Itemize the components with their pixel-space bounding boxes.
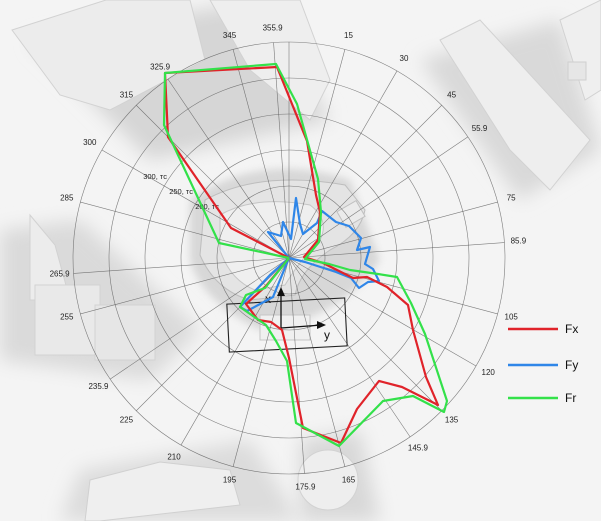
y-axis-arrow [280,324,323,329]
angle-label: 315 [120,91,134,100]
legend-label-fx: Fx [565,322,578,336]
legend-label-fr: Fr [565,391,576,405]
y-axis-label: y [324,328,330,342]
angle-label: 15 [344,31,353,40]
grid-spoke [101,149,290,259]
x-axis-arrowhead [277,287,285,296]
angle-label: 45 [447,91,456,100]
angle-label: 105 [505,313,519,322]
angle-label: 285 [60,194,74,203]
grid-spoke [288,257,346,467]
legend-label-fy: Fy [565,358,578,372]
angle-label: 135 [445,416,459,425]
grid-spoke [288,201,498,259]
angle-label: 30 [400,54,409,63]
structure-outline [226,297,348,353]
fr-curve [162,62,449,448]
angle-label: 255 [60,313,74,322]
fx-curve [163,65,440,445]
grid-spoke [288,257,477,367]
grid-spoke [80,257,290,315]
grid-spoke [288,105,442,259]
angle-label: 265.9 [50,270,71,279]
grid-spoke [288,242,505,259]
angle-label: 175.9 [295,483,316,492]
ring-value-label: 300, тс [143,172,167,181]
y-axis-arrowhead [317,321,326,329]
angle-labels: 015304555.97585.9105120135145.9165175.91… [50,24,527,492]
fy-curve [238,196,381,313]
ring-value-label: 250, тс [169,187,193,196]
grid-spoke [288,257,411,438]
angle-label: 345 [223,31,237,40]
angle-label: 195 [223,475,237,484]
grid-spoke [288,49,346,259]
angle-label: 55.9 [472,124,488,133]
angle-label: 355.9 [263,24,284,33]
grid-spoke [109,257,290,380]
grid-spoke [136,105,290,259]
angle-label: 325.9 [150,63,171,72]
angle-label: 85.9 [511,237,527,246]
angle-label: 75 [507,194,516,203]
grid-spoke [288,70,398,259]
grid-spoke [288,257,442,411]
grid-spoke [232,49,290,259]
force-curves [162,62,449,448]
grid-spoke [273,42,290,259]
angle-label: 120 [482,368,496,377]
grid-spoke [167,78,290,259]
grid-spoke [73,257,290,274]
angle-label: 165 [342,475,356,484]
angle-label: 210 [167,452,181,461]
ring-value-label: 200, тс [195,202,219,211]
legend: Fx Fy Fr [508,322,578,405]
grid-spoke [80,201,290,259]
angle-label: 300 [83,138,97,147]
angle-label: 145.9 [408,444,429,453]
polar-grid [72,41,506,475]
angle-label: 225 [120,416,134,425]
angle-label: 235.9 [88,382,109,391]
grid-spoke [288,257,305,474]
